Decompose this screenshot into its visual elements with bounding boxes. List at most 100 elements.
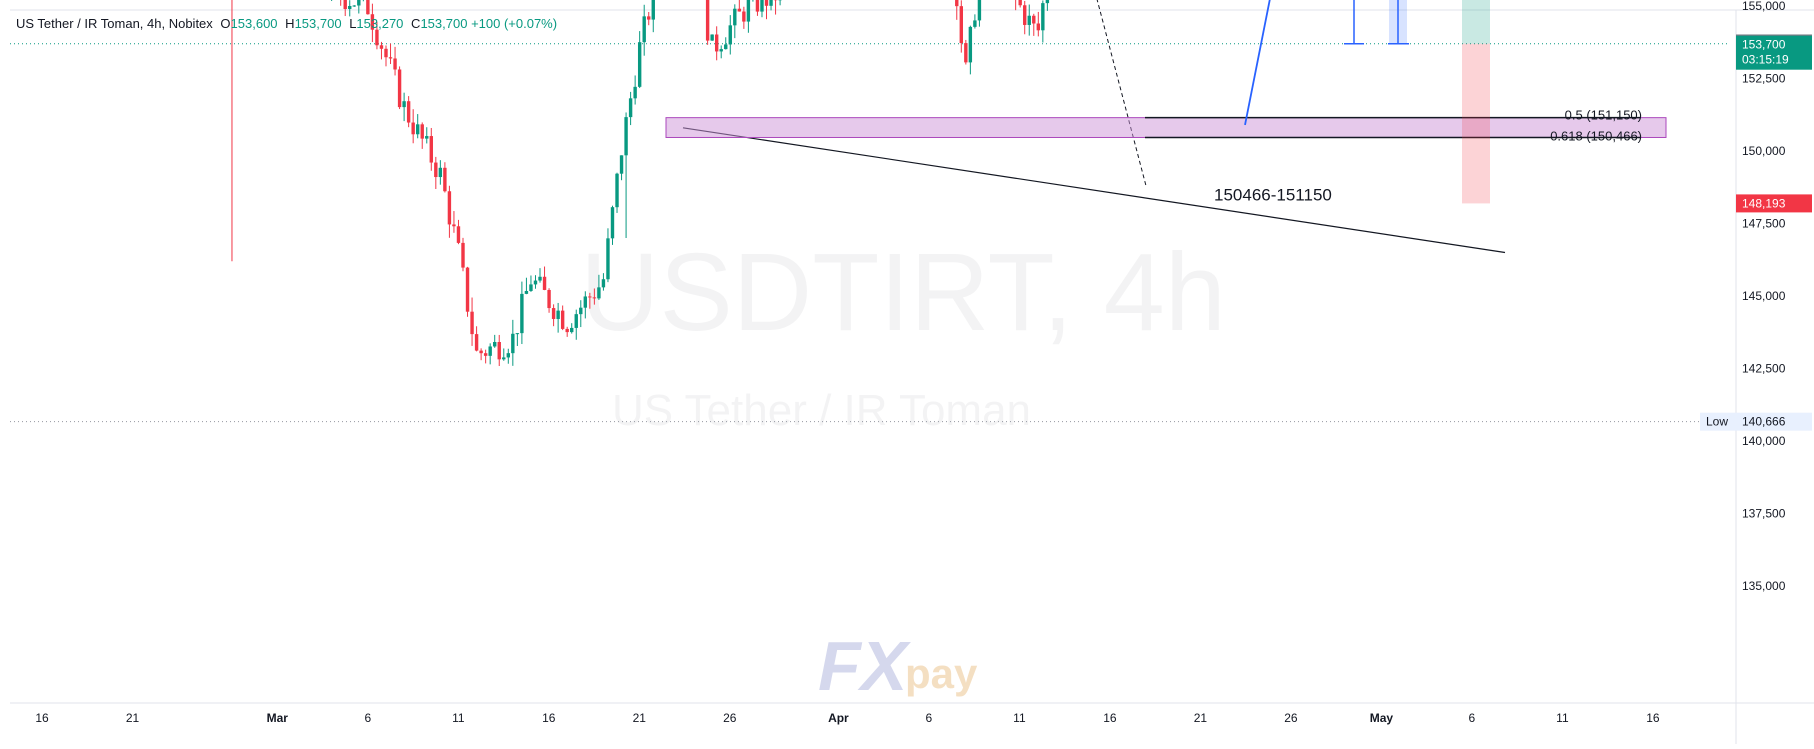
- candle-body: [593, 297, 596, 298]
- price-tick: 150,000: [1742, 144, 1786, 158]
- candle-body: [738, 9, 741, 12]
- candle-body: [729, 25, 732, 44]
- candle-body: [606, 238, 609, 279]
- time-tick: May: [1370, 711, 1394, 725]
- fxpay-logo-fx: FX: [818, 627, 912, 705]
- price-tick: 140,000: [1742, 434, 1786, 448]
- change-value: +100 (+0.07%): [471, 16, 557, 31]
- candle-body: [466, 268, 469, 312]
- watermark-description: US Tether / IR Toman: [612, 386, 1031, 435]
- candle-body: [620, 155, 623, 173]
- low-value: 153,270: [356, 16, 403, 31]
- candle-body: [538, 277, 541, 281]
- candle-body: [375, 30, 378, 46]
- candle-body: [398, 69, 401, 107]
- high-label: H: [285, 16, 294, 31]
- candle-body: [720, 49, 723, 51]
- candle-body: [1046, 0, 1049, 3]
- symbol-title: US Tether / IR Toman, 4h, Nobitex: [16, 16, 213, 31]
- time-tick: 16: [1103, 711, 1117, 725]
- high-value: 153,700: [295, 16, 342, 31]
- time-tick: 21: [126, 711, 140, 725]
- candle-body: [452, 224, 455, 226]
- candle-body: [384, 49, 387, 57]
- time-tick: 6: [926, 711, 933, 725]
- candle-body: [647, 16, 650, 19]
- candle-body: [597, 287, 600, 298]
- fxpay-logo-pay: pay: [905, 650, 978, 697]
- candle-body: [588, 296, 591, 297]
- price-tick: 152,500: [1742, 72, 1786, 86]
- watermark-symbol: USDTIRT, 4h: [580, 231, 1226, 354]
- time-tick: 11: [452, 711, 465, 725]
- candle-body: [715, 35, 718, 52]
- candle-body: [760, 0, 763, 12]
- fib-0618-label: 0.618 (150,466): [1550, 128, 1642, 143]
- candle-body: [584, 296, 587, 307]
- candle-body: [439, 168, 442, 177]
- support-zone-label: 150466-151150: [1214, 185, 1332, 204]
- time-tick: Apr: [828, 711, 849, 725]
- candle-body: [348, 6, 351, 9]
- candle-body: [357, 0, 360, 5]
- candle-body: [516, 333, 519, 334]
- candle-body: [552, 308, 555, 319]
- candle-body: [556, 311, 559, 319]
- last-price-tag: 153,700: [1742, 38, 1786, 52]
- candle-body: [615, 174, 618, 208]
- time-tick: 26: [723, 711, 737, 725]
- drawings: 1.618 (168,189)0.886 (159,168)0.5 (151,1…: [666, 0, 1722, 253]
- candle-body: [742, 11, 745, 21]
- price-axis-area[interactable]: [1736, 10, 1814, 703]
- candle-body: [543, 277, 546, 290]
- candle-body: [638, 42, 641, 87]
- candle-body: [724, 44, 727, 49]
- support-zone-rect: [666, 118, 1666, 138]
- candle-body: [353, 5, 356, 6]
- candle-body: [520, 294, 523, 333]
- candle-body: [1041, 3, 1044, 30]
- swing-dashed-line: [1063, 0, 1146, 186]
- candle-body: [561, 311, 564, 329]
- time-tick: 16: [542, 711, 556, 725]
- candle-body: [344, 0, 347, 9]
- countdown-tag: 03:15:19: [1742, 53, 1789, 67]
- candle-body: [710, 35, 713, 41]
- candle-body: [493, 342, 496, 346]
- candle-body: [421, 124, 424, 138]
- candle-body: [769, 0, 772, 6]
- candle-body: [633, 87, 636, 98]
- candle-body: [448, 191, 451, 224]
- time-tick: 11: [1013, 711, 1026, 725]
- price-tick: 147,500: [1742, 217, 1786, 231]
- candle-body: [498, 342, 501, 359]
- candle-body: [978, 0, 981, 20]
- candle-body: [756, 0, 759, 12]
- price-tick: 135,000: [1742, 579, 1786, 593]
- time-tick: 16: [35, 711, 49, 725]
- candle-body: [643, 16, 646, 42]
- candle-body: [960, 6, 963, 43]
- candle-body: [475, 334, 478, 351]
- candle-body: [461, 243, 464, 268]
- candle-body: [973, 20, 976, 26]
- candle-body: [1018, 0, 1021, 5]
- candle-body: [747, 0, 750, 22]
- candle-body: [534, 281, 537, 285]
- price-guide-lines: [10, 0, 1814, 744]
- time-tick: 6: [1469, 711, 1476, 725]
- candle-body: [1032, 16, 1035, 24]
- price-tick: 145,000: [1742, 289, 1786, 303]
- candle-body: [443, 168, 446, 191]
- price-tick: 155,000: [1742, 0, 1786, 13]
- symbol-legend: US Tether / IR Toman, 4h, Nobitex O153,6…: [16, 16, 557, 31]
- candle-body: [529, 284, 532, 291]
- time-tick: 26: [1284, 711, 1298, 725]
- candle-body: [964, 43, 967, 62]
- candle-body: [389, 57, 392, 58]
- candle-body: [484, 353, 487, 356]
- price-axis[interactable]: 135,000137,500140,000142,500145,000147,5…: [1696, 0, 1814, 703]
